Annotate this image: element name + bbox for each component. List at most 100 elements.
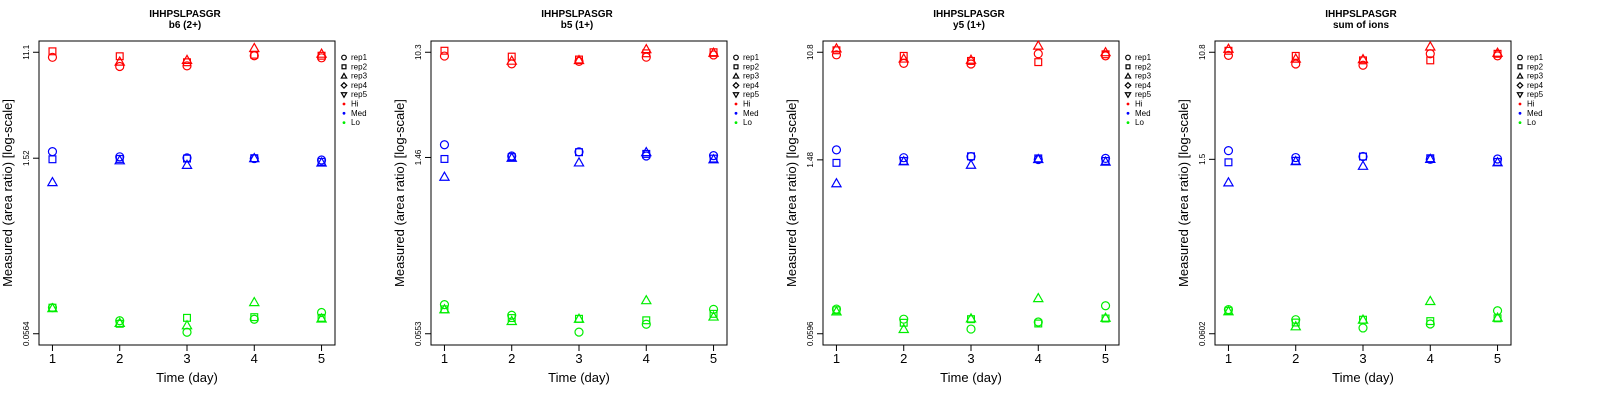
y-tick-label: 10.8 [1198,44,1207,60]
chart-subtitle: b5 (1+) [561,20,594,31]
data-point-lo-rep3 [181,319,193,330]
x-tick-label: 1 [833,351,840,366]
data-point-med-rep2 [48,155,57,164]
data-point-med-rep3 [898,155,910,166]
x-tick-label: 1 [441,351,448,366]
legend-label: rep1 [743,53,760,62]
data-point-hi-rep2 [1426,56,1435,65]
data-point-hi-rep3 [315,47,328,58]
legend-label: rep2 [351,62,368,71]
legend-label: rep1 [351,53,368,62]
data-point-med-rep2 [574,148,583,157]
data-point-med-rep2 [832,158,841,167]
legend-symbol-rep2 [1125,64,1131,70]
legend-symbol-rep3 [340,72,348,79]
legend-label: rep3 [743,72,760,81]
data-point-hi-rep1 [439,51,450,61]
legend-symbol-rep5 [1516,92,1524,99]
legend-label: rep4 [1527,81,1544,90]
x-tick-label: 2 [508,351,515,366]
data-point-hi-rep3 [114,55,126,66]
legend-label: rep5 [1135,90,1152,99]
data-point-med-rep3 [1032,153,1044,164]
data-point-hi-rep3 [965,53,977,64]
data-point-lo-rep2 [1034,319,1043,328]
x-tick-label: 3 [183,351,190,366]
legend-symbol-rep3 [1124,72,1132,79]
data-point-med-rep3 [707,153,720,164]
data-point-hi-rep3 [181,54,193,65]
data-point-lo-rep1 [439,300,450,310]
plot-frame [822,40,1120,346]
legend-label: Med [351,109,367,118]
data-point-lo-rep3 [830,305,843,316]
data-point-med-rep3 [640,146,652,157]
data-point-lo-rep2 [709,309,718,318]
legend-label: Lo [351,118,360,127]
y-tick-label: 0.0602 [1198,321,1207,346]
data-point-lo-rep3 [1424,295,1436,306]
data-point-med-rep2 [440,154,449,163]
data-point-lo-rep3 [1032,292,1044,303]
plot-frame [38,40,336,346]
legend-label: rep5 [1527,90,1544,99]
legend-symbol-hi [1126,102,1130,106]
x-tick-label: 5 [1494,351,1501,366]
chart-title: IHHPSLPASGR [541,9,613,20]
data-point-med-rep1 [831,145,842,155]
x-tick-label: 4 [251,351,258,366]
data-point-lo-rep2 [250,313,259,322]
legend-symbol-rep1 [341,54,347,61]
legend-label: rep3 [1527,72,1544,81]
y-axis-label: Measured (area ratio) [log-scale] [392,99,407,287]
chart-title: IHHPSLPASGR [933,9,1005,20]
x-axis-label: Time (day) [548,370,610,385]
x-tick-label: 3 [575,351,582,366]
legend-symbol-rep4 [340,81,348,90]
data-point-lo-rep3 [46,302,59,313]
data-point-med-rep3 [46,176,59,187]
data-point-lo-rep3 [506,315,518,326]
data-point-med-rep3 [315,156,328,167]
x-tick-label: 4 [643,351,650,366]
data-point-lo-rep3 [248,296,260,307]
data-point-med-rep2 [1224,158,1233,167]
data-point-hi-rep3 [573,54,585,65]
data-point-med-rep1 [1223,146,1234,156]
legend-label: Med [1527,109,1543,118]
data-point-lo-rep3 [1290,320,1302,331]
data-point-lo-rep2 [642,316,651,325]
x-tick-label: 1 [1225,351,1232,366]
y-tick-label: 1.46 [414,149,423,165]
legend-label: rep4 [743,81,760,90]
legend-label: Hi [1135,100,1143,109]
data-point-med-rep3 [830,177,843,188]
legend-symbol-rep3 [732,72,740,79]
legend-symbol-rep4 [732,81,740,90]
legend-symbol-med [342,111,346,115]
legend-label: Hi [1527,100,1535,109]
x-tick-label: 5 [318,351,325,366]
x-axis-label: Time (day) [156,370,218,385]
legend-symbol-rep2 [733,64,739,70]
data-point-med-rep3 [1099,155,1112,166]
legend-label: Lo [743,118,752,127]
data-point-hi-rep3 [1290,52,1302,63]
data-point-med-rep2 [1358,152,1367,161]
y-tick-label: 1.48 [806,152,815,168]
y-tick-label: 0.0596 [806,321,815,346]
data-point-hi-rep3 [898,52,910,63]
legend-label: rep3 [351,72,368,81]
x-tick-label: 4 [1035,351,1042,366]
x-tick-label: 2 [900,351,907,366]
data-point-lo-rep2 [899,318,908,327]
legend-symbol-rep2 [1517,64,1523,70]
data-point-hi-rep3 [1491,46,1504,57]
legend-symbol-rep1 [1125,54,1131,61]
data-point-lo-rep3 [640,294,652,305]
plot-frame [430,40,728,346]
